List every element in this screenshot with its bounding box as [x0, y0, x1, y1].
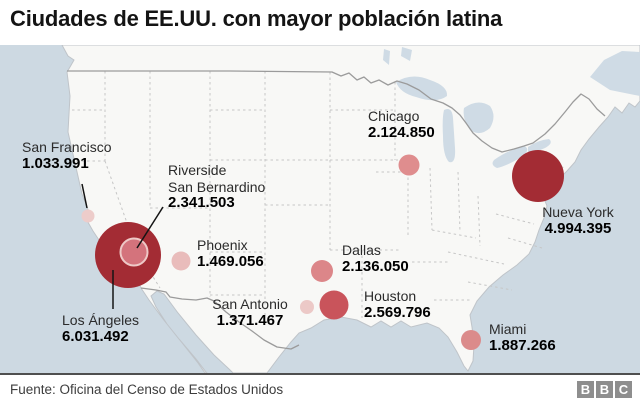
- population-bubbles: [81, 150, 564, 350]
- city-marker-phoenix: [171, 251, 191, 271]
- city-marker-nueva-york: [512, 150, 564, 202]
- mexico-border: [140, 287, 300, 350]
- leader-line-san-francisco: [81, 183, 88, 209]
- us-map: [0, 45, 640, 373]
- great-lakes: [383, 47, 640, 168]
- leader-line-riverside-san-bernardino: [136, 206, 164, 249]
- footer: Fuente: Oficina del Censo de Estados Uni…: [0, 373, 640, 407]
- city-marker-houston: [319, 290, 349, 320]
- state-borders: [72, 71, 566, 318]
- leader-lines: [81, 183, 164, 309]
- bbc-logo-letter: B: [596, 380, 613, 398]
- infographic-title: Ciudades de EE.UU. con mayor población l…: [10, 6, 503, 31]
- city-marker-chicago: [398, 154, 420, 176]
- city-marker-miami: [461, 330, 481, 350]
- canada-border: [67, 70, 606, 153]
- national-borders: [67, 70, 606, 350]
- bbc-logo-letter: C: [615, 380, 632, 398]
- city-marker-san-antonio: [300, 300, 314, 314]
- city-marker-riverside-san-bernardino: [119, 237, 149, 267]
- map-area: [0, 45, 640, 373]
- bbc-logo: B B C: [577, 380, 632, 398]
- city-marker-san-francisco: [81, 209, 95, 223]
- source-text: Fuente: Oficina del Censo de Estados Uni…: [10, 381, 284, 397]
- bbc-logo-letter: B: [577, 380, 594, 398]
- city-marker-dallas: [311, 260, 333, 282]
